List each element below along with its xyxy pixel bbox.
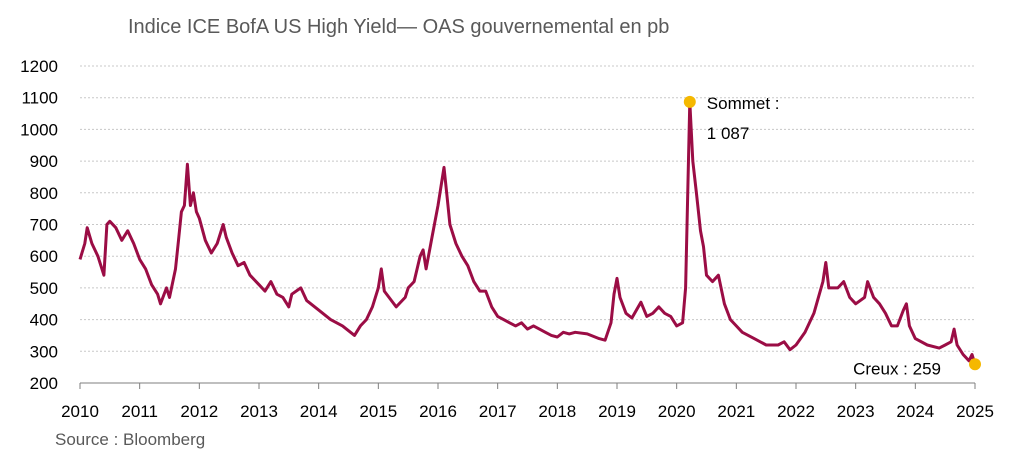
y-tick-label: 200 <box>30 374 58 393</box>
x-tick-label: 2018 <box>538 402 576 421</box>
y-tick-label: 600 <box>30 247 58 266</box>
x-tick-label: 2023 <box>837 402 875 421</box>
chart-title: Indice ICE BofA US High Yield— OAS gouve… <box>128 16 669 38</box>
y-tick-label: 300 <box>30 342 58 361</box>
x-tick-label: 2022 <box>777 402 815 421</box>
annotation-label: Creux : 259 <box>853 359 941 378</box>
x-tick-label: 2025 <box>956 402 994 421</box>
x-tick-label: 2012 <box>180 402 218 421</box>
x-tick-label: 2019 <box>598 402 636 421</box>
y-tick-label: 400 <box>30 311 58 330</box>
annotation-marker <box>683 95 696 108</box>
annotation-marker <box>969 358 981 371</box>
y-tick-label: 700 <box>30 216 58 235</box>
y-tick-label: 500 <box>30 279 58 298</box>
x-tick-label: 2016 <box>419 402 457 421</box>
y-tick-label: 1200 <box>20 57 58 76</box>
annotation-label: Sommet : <box>707 94 780 113</box>
x-tick-label: 2020 <box>658 402 696 421</box>
x-tick-label: 2021 <box>717 402 755 421</box>
x-tick-label: 2013 <box>240 402 278 421</box>
source: Source : Bloomberg <box>55 430 205 449</box>
y-tick-label: 1000 <box>20 120 58 139</box>
annotation-value: 1 087 <box>707 124 750 143</box>
x-tick-label: 2011 <box>121 402 158 421</box>
x-tick-label: 2024 <box>896 402 934 421</box>
y-tick-label: 1100 <box>21 89 58 108</box>
series-line <box>78 100 977 365</box>
x-tick-label: 2014 <box>300 402 338 421</box>
y-tick-label: 900 <box>30 152 58 171</box>
x-tick-label: 2015 <box>359 402 397 421</box>
x-tick-label: 2017 <box>479 402 517 421</box>
y-tick-label: 800 <box>30 184 58 203</box>
x-tick-label: 2010 <box>61 402 99 421</box>
